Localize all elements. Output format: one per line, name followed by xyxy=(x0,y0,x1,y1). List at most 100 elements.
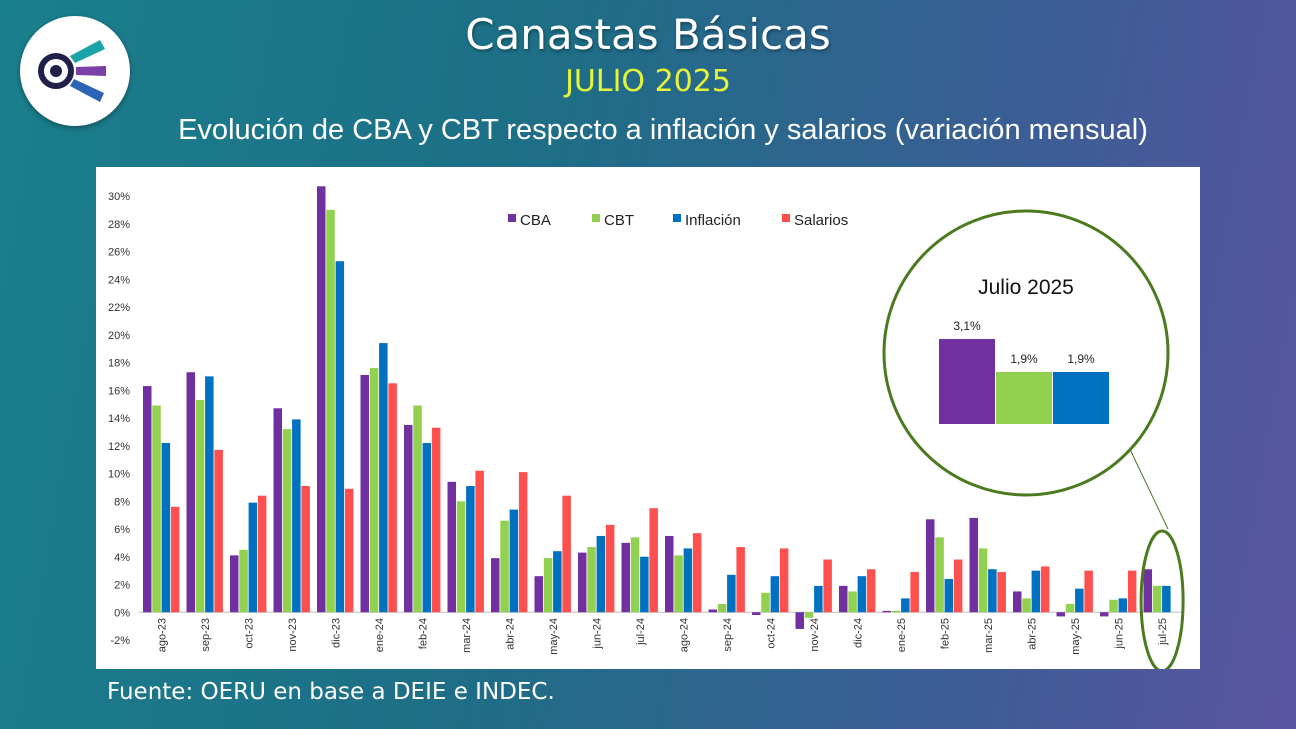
bar-cbt xyxy=(761,592,770,613)
bar-cbt xyxy=(500,520,509,613)
bar-cbt xyxy=(978,548,988,613)
bar-inflación xyxy=(466,485,475,613)
y-tick-label: 20% xyxy=(108,330,130,342)
inset-value-label: 3,1% xyxy=(953,319,981,333)
y-tick-label: 12% xyxy=(108,441,130,453)
bar-cba xyxy=(926,519,935,613)
y-tick-label: 24% xyxy=(108,274,130,286)
bar-cbt xyxy=(848,591,857,613)
bar-cba xyxy=(360,374,369,613)
y-tick-label: 6% xyxy=(114,524,130,536)
bar-inflación xyxy=(988,569,997,613)
legend-swatch-salarios xyxy=(782,214,790,222)
bar-cbt xyxy=(1152,585,1162,613)
x-tick-label: dic-24 xyxy=(853,618,865,648)
oeru-logo-icon xyxy=(38,40,106,102)
page-title: Canastas Básicas xyxy=(465,10,831,59)
bar-cba xyxy=(317,186,326,613)
inset-bar-inflación xyxy=(1053,371,1109,424)
bar-cba xyxy=(143,386,152,613)
bar-cba xyxy=(186,372,195,613)
chart-panel: -2% 0% 2% 4% 6% 8% 10% 12% 14% 16% 18% 20% 22% 24% 26%… xyxy=(96,167,1200,669)
x-tick-label: oct-24 xyxy=(766,618,778,649)
bar-salarios xyxy=(779,548,789,613)
y-tick-label: 30% xyxy=(108,191,130,203)
bar-cba xyxy=(1013,591,1022,613)
bar-salarios xyxy=(170,506,180,613)
bar-cbt xyxy=(891,610,901,613)
x-tick-label: jul-25 xyxy=(1157,618,1169,646)
bar-cba xyxy=(752,612,761,616)
bar-salarios xyxy=(823,559,832,613)
x-tick-label: feb-24 xyxy=(418,618,430,649)
bar-cbt xyxy=(1022,598,1031,613)
x-tick-label: nov-23 xyxy=(287,618,299,652)
legend-label: Salarios xyxy=(794,212,848,229)
period-label: JULIO 2025 xyxy=(565,64,731,99)
x-tick-label: mar-24 xyxy=(461,618,473,653)
inset-value-label: 1,9% xyxy=(1010,352,1038,366)
bar-inflación xyxy=(727,574,736,613)
bar-cbt xyxy=(630,537,640,613)
x-tick-label: nov-24 xyxy=(809,618,821,652)
bar-inflación xyxy=(422,442,432,613)
y-tick-label: 8% xyxy=(114,496,130,508)
bar-salarios xyxy=(1127,570,1137,613)
bar-cba xyxy=(491,558,500,613)
x-tick-label: jun-24 xyxy=(592,618,604,650)
bar-cba xyxy=(273,408,282,613)
bar-salarios xyxy=(214,449,223,613)
bar-inflación xyxy=(640,556,649,613)
highlight-ellipse xyxy=(1139,529,1185,669)
bar-inflación xyxy=(553,551,562,613)
bar-salarios xyxy=(953,559,963,613)
x-tick-label: sep-24 xyxy=(722,618,734,652)
bar-salarios xyxy=(257,495,267,613)
inset-value-label: 1,9% xyxy=(1067,352,1095,366)
x-tick-label: jun-25 xyxy=(1114,618,1126,650)
bar-cba xyxy=(1100,612,1109,617)
y-tick-label: 26% xyxy=(108,247,130,259)
bar-inflación xyxy=(683,548,693,613)
inset-bar-cba xyxy=(939,339,995,424)
legend-swatch-cba xyxy=(508,214,516,222)
oeru-logo xyxy=(20,16,130,126)
bar-inflación xyxy=(1031,570,1041,613)
bar-cba xyxy=(969,517,978,613)
bar-inflación xyxy=(248,502,258,613)
bar-cbt xyxy=(195,399,205,613)
bar-salarios xyxy=(388,383,397,613)
y-tick-label: 22% xyxy=(108,302,130,314)
bar-salarios xyxy=(605,524,615,613)
bar-cbt xyxy=(369,368,379,613)
bar-salarios xyxy=(431,427,441,613)
chart-subtitle: Evolución de CBA y CBT respecto a inflac… xyxy=(178,114,1148,146)
legend-label: CBT xyxy=(604,212,634,229)
bar-salarios xyxy=(1084,570,1093,613)
bar-cbt xyxy=(413,405,422,613)
bar-cba xyxy=(621,542,630,613)
bar-salarios xyxy=(518,472,528,613)
bar-cbt xyxy=(326,209,335,613)
x-tick-label: may-25 xyxy=(1070,618,1082,655)
x-tick-label: oct-23 xyxy=(244,618,256,649)
bar-cba xyxy=(534,576,543,613)
bar-inflación xyxy=(901,598,910,613)
bar-inflación xyxy=(335,261,345,613)
callout-line xyxy=(1126,442,1169,530)
y-tick-label: 0% xyxy=(114,607,130,619)
bar-cbt xyxy=(152,405,161,613)
bar-cba xyxy=(708,609,717,613)
bar-cbt xyxy=(1065,603,1075,613)
bar-cbt xyxy=(282,429,292,613)
bar-cba xyxy=(1056,612,1065,617)
bar-cba xyxy=(665,535,674,613)
bar-cba xyxy=(404,424,413,613)
bar-inflación xyxy=(161,442,171,613)
legend-label: CBA xyxy=(520,212,551,229)
inset-bar-cbt xyxy=(996,371,1052,424)
bar-cbt xyxy=(587,547,596,613)
bar-cba xyxy=(230,555,239,613)
bar-salarios xyxy=(649,508,658,613)
x-tick-label: jul-24 xyxy=(635,618,647,646)
